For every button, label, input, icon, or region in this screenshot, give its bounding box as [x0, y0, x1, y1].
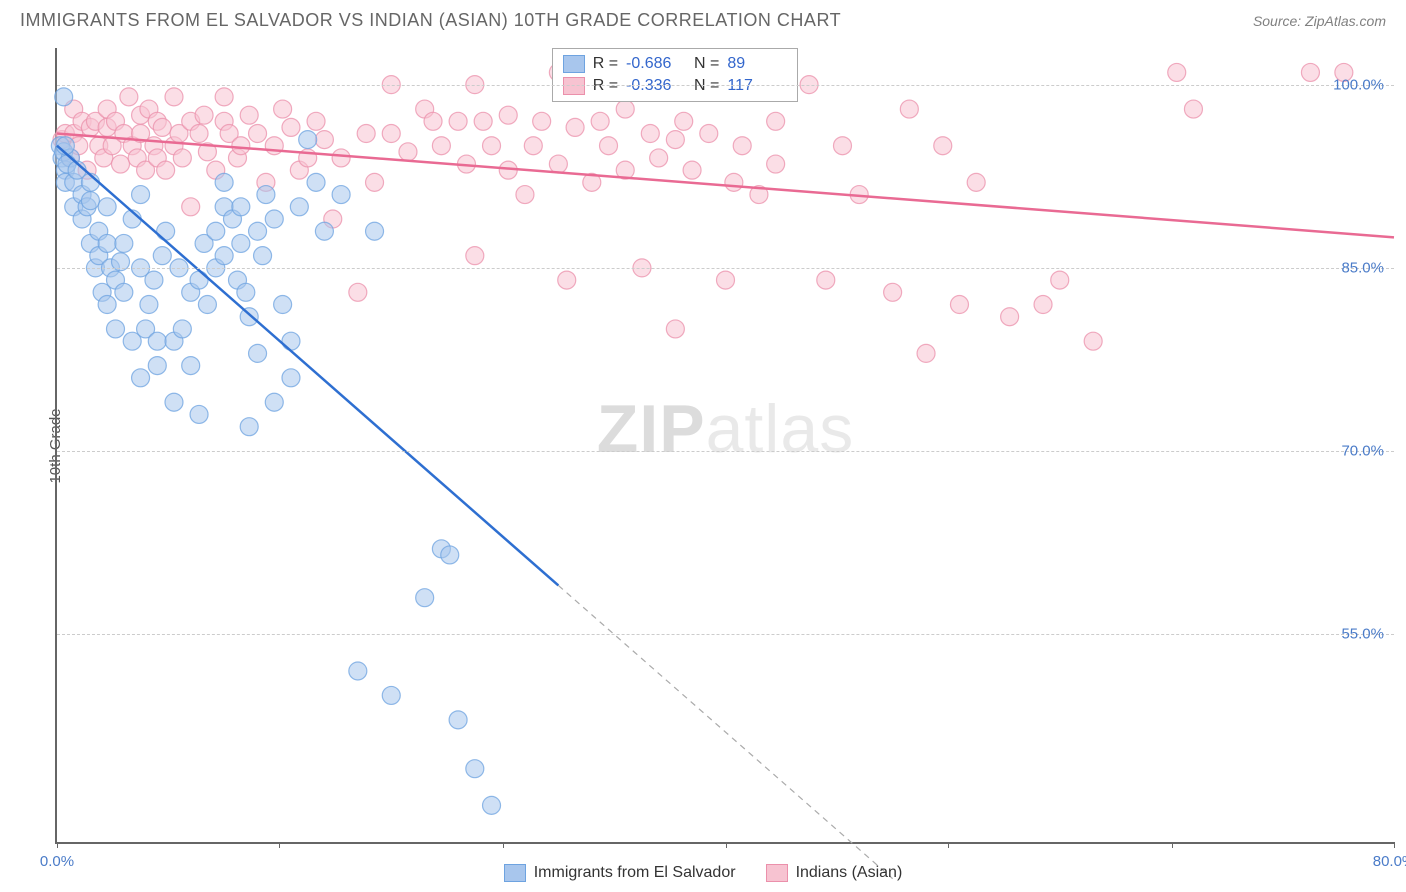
plot-area: ZIPatlas R = -0.686 N = 89 R = -0.336 N …: [55, 48, 1394, 844]
r-label: R =: [593, 55, 618, 73]
swatch-pink: [563, 77, 585, 95]
x-tick: [948, 842, 949, 848]
swatch-blue: [563, 55, 585, 73]
n-value-pink: 117: [727, 77, 787, 95]
gridline-h: [57, 85, 1394, 86]
x-tick: [1172, 842, 1173, 848]
y-tick-label: 100.0%: [1333, 76, 1384, 93]
legend-swatch-blue: [504, 864, 526, 882]
legend-item-pink: Indians (Asian): [766, 864, 903, 882]
y-tick-label: 70.0%: [1341, 443, 1384, 460]
legend-label-blue: Immigrants from El Salvador: [534, 864, 736, 882]
gridline-h: [57, 634, 1394, 635]
n-label: N =: [694, 77, 719, 95]
r-label: R =: [593, 77, 618, 95]
n-value-blue: 89: [727, 55, 787, 73]
stats-row-blue: R = -0.686 N = 89: [563, 53, 788, 75]
chart-title: IMMIGRANTS FROM EL SALVADOR VS INDIAN (A…: [20, 10, 841, 31]
gridline-h: [57, 451, 1394, 452]
r-value-pink: -0.336: [626, 77, 686, 95]
legend-item-blue: Immigrants from El Salvador: [504, 864, 736, 882]
source-attribution: Source: ZipAtlas.com: [1253, 13, 1386, 29]
r-value-blue: -0.686: [626, 55, 686, 73]
legend-swatch-pink: [766, 864, 788, 882]
x-tick: [1394, 842, 1395, 848]
legend: Immigrants from El Salvador Indians (Asi…: [0, 864, 1406, 882]
x-tick: [503, 842, 504, 848]
correlation-stats-box: R = -0.686 N = 89 R = -0.336 N = 117: [552, 48, 799, 102]
y-tick-label: 55.0%: [1341, 626, 1384, 643]
stats-row-pink: R = -0.336 N = 117: [563, 75, 788, 97]
n-label: N =: [694, 55, 719, 73]
source-prefix: Source:: [1253, 13, 1305, 29]
x-tick: [726, 842, 727, 848]
gridline-h: [57, 268, 1394, 269]
scatter-svg: [57, 48, 1394, 842]
x-tick: [57, 842, 58, 848]
source-name: ZipAtlas.com: [1305, 13, 1386, 29]
legend-label-pink: Indians (Asian): [796, 864, 903, 882]
chart-header: IMMIGRANTS FROM EL SALVADOR VS INDIAN (A…: [0, 0, 1406, 37]
y-tick-label: 85.0%: [1341, 259, 1384, 276]
x-tick: [279, 842, 280, 848]
